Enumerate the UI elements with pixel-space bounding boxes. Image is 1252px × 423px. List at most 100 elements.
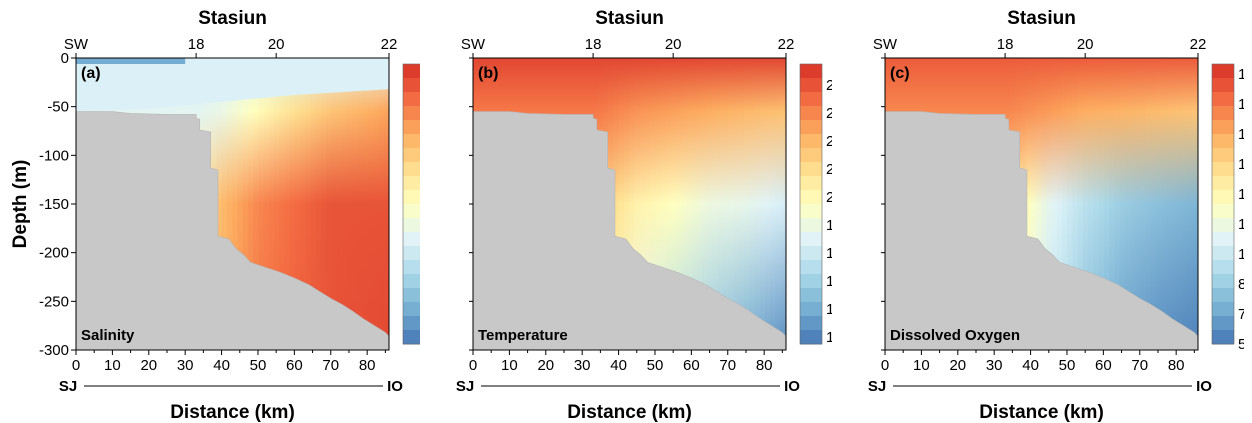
field-strip	[315, 58, 322, 350]
colorbar-band	[403, 260, 420, 275]
seabed	[884, 111, 1199, 351]
colorbar-band	[800, 316, 822, 331]
colorbar-band	[403, 148, 420, 163]
field-strip	[686, 58, 693, 350]
colorbar-tick-label: 190	[1238, 66, 1244, 83]
field-strip	[294, 58, 301, 350]
field-strip	[1176, 58, 1183, 350]
x-tick-label: 40	[1022, 357, 1039, 374]
x-tick-label: 20	[949, 357, 966, 374]
x-axis-title: Distance (km)	[170, 402, 295, 423]
field-strip	[780, 58, 787, 350]
field-strip	[1030, 58, 1037, 350]
x-tick-label: 10	[913, 357, 930, 374]
field-strip	[1187, 58, 1194, 350]
colorbar-band	[403, 302, 420, 317]
field-strip	[1129, 58, 1136, 350]
x-tick-label: 70	[1131, 357, 1148, 374]
x-tick-label: 80	[1168, 357, 1185, 374]
colorbar-band	[1212, 274, 1234, 289]
colorbar-tick-label: 29	[826, 77, 832, 94]
surface-freshwater	[76, 58, 186, 64]
x-axis-title: Distance (km)	[567, 402, 692, 423]
station-tick-label: 22	[1190, 36, 1207, 53]
x-tick-label: 50	[250, 357, 267, 374]
x-tick-label: 30	[574, 357, 591, 374]
field-strip	[362, 58, 369, 350]
colorbar-band	[403, 288, 420, 303]
y-tick-label: -250	[39, 293, 69, 310]
colorbar-band	[800, 148, 822, 163]
field-strip	[743, 58, 750, 350]
colorbar-tick-label: 27	[826, 105, 832, 122]
colorbar-tick-label: 11	[826, 329, 832, 346]
field-strip	[629, 58, 636, 350]
station-tick-label: 18	[585, 36, 602, 53]
top-axis-title: Stasiun	[198, 8, 267, 29]
y-tick-label: -100	[39, 147, 69, 164]
field-strip	[221, 58, 228, 350]
field-strip	[1082, 58, 1089, 350]
colorbar-tick-label: 17	[826, 245, 832, 262]
colorbar-band	[403, 162, 420, 177]
colorbar-tick-label: 85	[1238, 276, 1244, 293]
colorbar-band	[403, 204, 420, 219]
field-strip	[691, 58, 698, 350]
station-tick-label: 22	[381, 36, 398, 53]
field-strip	[618, 58, 625, 350]
colorbar-band	[403, 92, 420, 107]
parameter-label: Temperature	[478, 327, 568, 344]
station-tick-label: SW	[461, 36, 486, 53]
field-strip	[1098, 58, 1105, 350]
surface-layer	[76, 58, 389, 112]
colorbar-tick-label: 55	[1238, 336, 1244, 353]
field-strip	[770, 58, 776, 350]
colorbar-band	[800, 204, 822, 219]
field-strip	[1035, 58, 1042, 350]
x-tick-label: 50	[647, 357, 664, 374]
field-strip	[1051, 58, 1058, 350]
field-strip	[1155, 58, 1162, 350]
colorbar-band	[1212, 176, 1234, 191]
field-strip	[1093, 58, 1100, 350]
io-label: IO	[387, 378, 403, 395]
temperature-panel: SW 18 20 22 Stasiun 0 10 20 30 40 50 60 70 80 SJ IO Dist…	[412, 0, 832, 423]
field-strip	[273, 58, 280, 350]
colorbar-band	[800, 302, 822, 317]
colorbar-band	[403, 64, 420, 79]
colorbar-band	[1212, 302, 1234, 317]
panel-label: (c)	[890, 65, 910, 82]
colorbar-tick-label: 130	[1238, 186, 1244, 203]
y-axis-title: Depth (m)	[10, 160, 31, 249]
field-strip	[367, 58, 374, 350]
x-tick-label: 10	[104, 357, 121, 374]
field-strip	[232, 58, 239, 350]
sj-label: SJ	[456, 378, 474, 395]
colorbar-band	[800, 162, 822, 177]
field-strip	[373, 58, 379, 350]
field-strip	[1046, 58, 1053, 350]
salinity-panel: SW 18 20 22 Stasiun 0 10 20 30 40 50 60 70 80 SJ IO Dist…	[0, 0, 420, 423]
colorbar-tick-label: 100	[1238, 246, 1244, 263]
field-strip	[681, 58, 688, 350]
colorbar-band	[1212, 218, 1234, 233]
field-strip	[1056, 58, 1063, 350]
colorbar-band	[1212, 316, 1234, 331]
field-strip	[634, 58, 641, 350]
colorbar-band	[1212, 260, 1234, 275]
y-tick-label: 0	[61, 50, 69, 67]
field-strip	[1171, 58, 1178, 350]
x-tick-label: 0	[881, 357, 889, 374]
colorbar-band	[800, 232, 822, 247]
sj-label: SJ	[59, 378, 77, 395]
colorbar-band	[403, 106, 420, 121]
field-strip	[1150, 58, 1157, 350]
colorbar-band	[1212, 120, 1234, 135]
field-strip	[702, 58, 709, 350]
colorbar-band	[1212, 330, 1234, 345]
colorbar-band	[403, 246, 420, 261]
field-strip	[697, 58, 703, 350]
colorbar-band	[1212, 162, 1234, 177]
colorbar-frame	[799, 63, 823, 345]
field-strip	[263, 58, 270, 350]
